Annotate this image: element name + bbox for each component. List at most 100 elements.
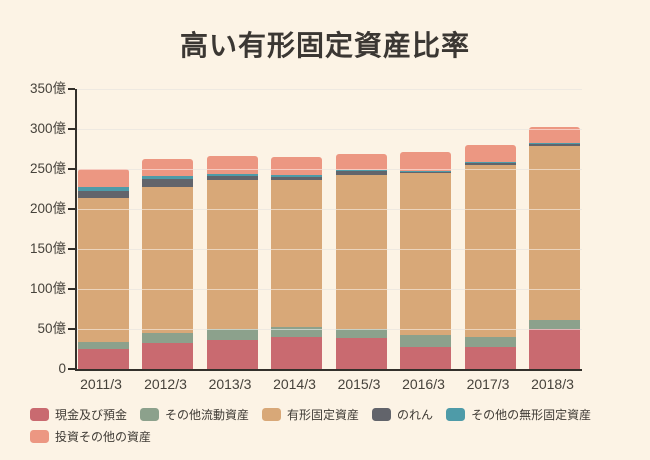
legend-item: その他流動資産 (140, 406, 249, 423)
bar-2013/3 (206, 156, 258, 369)
bar-segment (206, 156, 258, 174)
legend-label: その他の無形固定資産 (471, 407, 592, 422)
bar-2011/3 (77, 169, 129, 369)
legend-item: 現金及び預金 (30, 406, 127, 423)
y-tick-label: 300億 (29, 121, 66, 136)
legend-swatch-icon (30, 429, 49, 443)
bar-segment (464, 346, 516, 369)
bar-segment (206, 180, 258, 329)
legend-row: 現金及び預金 その他流動資産 有形固定資産 のれん その他の無形固定資産 (30, 403, 630, 425)
bar-segment (77, 190, 129, 198)
bar-segment (529, 143, 580, 145)
y-tick-label: 0 (58, 361, 66, 376)
y-tick-label: 150億 (29, 241, 66, 256)
y-tick-label: 50億 (37, 321, 66, 336)
bar-segment (142, 176, 193, 180)
legend-swatch-icon (446, 407, 466, 421)
x-tick-label: 2014/3 (273, 376, 316, 392)
bar-2015/3 (335, 153, 387, 369)
chart-title: 高い有形固定資産比率 (179, 30, 470, 61)
y-tick (68, 128, 75, 130)
bar-segment (77, 169, 129, 188)
bar-segment (464, 145, 516, 162)
bar-segment (77, 197, 129, 342)
legend-label: のれん (397, 407, 434, 422)
bar-segment (142, 159, 193, 177)
gridline-overlay-100 (77, 289, 582, 290)
bar-segment (142, 343, 193, 369)
legend: 現金及び預金 その他流動資産 有形固定資産 のれん その他の無形固定資産投資その他の資産 (30, 403, 630, 447)
legend-item: 投資その他の資産 (30, 428, 151, 445)
y-tick (68, 328, 75, 330)
bar-segment (400, 170, 451, 172)
bar-segment (142, 179, 193, 187)
y-tick (68, 88, 75, 90)
legend-swatch-icon (372, 407, 392, 421)
bar-segment (529, 320, 580, 329)
bar-segment (529, 329, 580, 369)
legend-swatch-icon (140, 407, 160, 421)
bar-segment (271, 180, 322, 327)
legend-label: 現金及び預金 (55, 407, 128, 422)
bar-segment (271, 337, 322, 369)
x-tick-label: 2011/3 (80, 376, 122, 392)
gridline-overlay-350 (77, 89, 582, 90)
y-tick (68, 368, 75, 370)
bar-segment (529, 144, 580, 146)
bar-2014/3 (271, 157, 322, 369)
bar-segment (529, 126, 580, 144)
x-tick-label: 2017/3 (466, 376, 510, 392)
legend-item: 有形固定資産 (262, 406, 359, 423)
legend-label: 投資その他の資産 (55, 429, 152, 444)
bar-2018/3 (529, 126, 580, 369)
y-tick-label: 350億 (29, 81, 66, 96)
bar-segment (464, 163, 516, 165)
legend-item: のれん (372, 406, 433, 423)
bar-2017/3 (464, 145, 516, 369)
legend-item: その他の無形固定資産 (446, 406, 591, 423)
y-tick (68, 208, 75, 210)
y-tick-label: 100億 (29, 281, 66, 296)
y-tick (68, 168, 75, 170)
bar-segment (400, 171, 451, 173)
bar-segment (464, 161, 516, 164)
bar-segment (271, 157, 322, 175)
bar-segment (335, 174, 387, 329)
x-tick-label: 2012/3 (144, 376, 187, 392)
bar-segment (464, 165, 516, 337)
bar-segment (206, 176, 258, 181)
x-tick-label: 2018/3 (531, 376, 574, 392)
bar-segment (271, 326, 322, 337)
x-tick-label: 2013/3 (208, 376, 252, 392)
bar-segment (77, 187, 129, 191)
bar-segment (464, 337, 516, 347)
bar-segment (335, 153, 387, 170)
bar-2016/3 (400, 152, 451, 369)
bar-segment (142, 333, 193, 344)
gridline-overlay-200 (77, 209, 582, 210)
bar-segment (400, 346, 451, 369)
bar-segment (206, 340, 258, 369)
bar-segment (335, 169, 387, 172)
bar-segment (335, 329, 387, 338)
legend-swatch-icon (262, 407, 282, 421)
legend-label: 有形固定資産 (287, 407, 360, 422)
bar-segment (335, 337, 387, 369)
bar-segment (529, 145, 580, 321)
y-tick-label: 250億 (29, 161, 66, 176)
bar-segment (77, 349, 129, 369)
bar-segment (335, 171, 387, 175)
bar-segment (142, 186, 193, 333)
bar-segment (400, 173, 451, 336)
x-tick-label: 2016/3 (402, 376, 445, 392)
plot-area (75, 89, 582, 371)
bar-segment (77, 341, 129, 349)
bar-segment (400, 152, 451, 171)
bar-segment (271, 177, 322, 181)
gridline-overlay-50 (77, 329, 582, 330)
bar-2012/3 (142, 159, 193, 369)
y-tick-label: 200億 (29, 201, 66, 216)
gridline-overlay-250 (77, 169, 582, 170)
gridline-overlay-150 (77, 249, 582, 250)
